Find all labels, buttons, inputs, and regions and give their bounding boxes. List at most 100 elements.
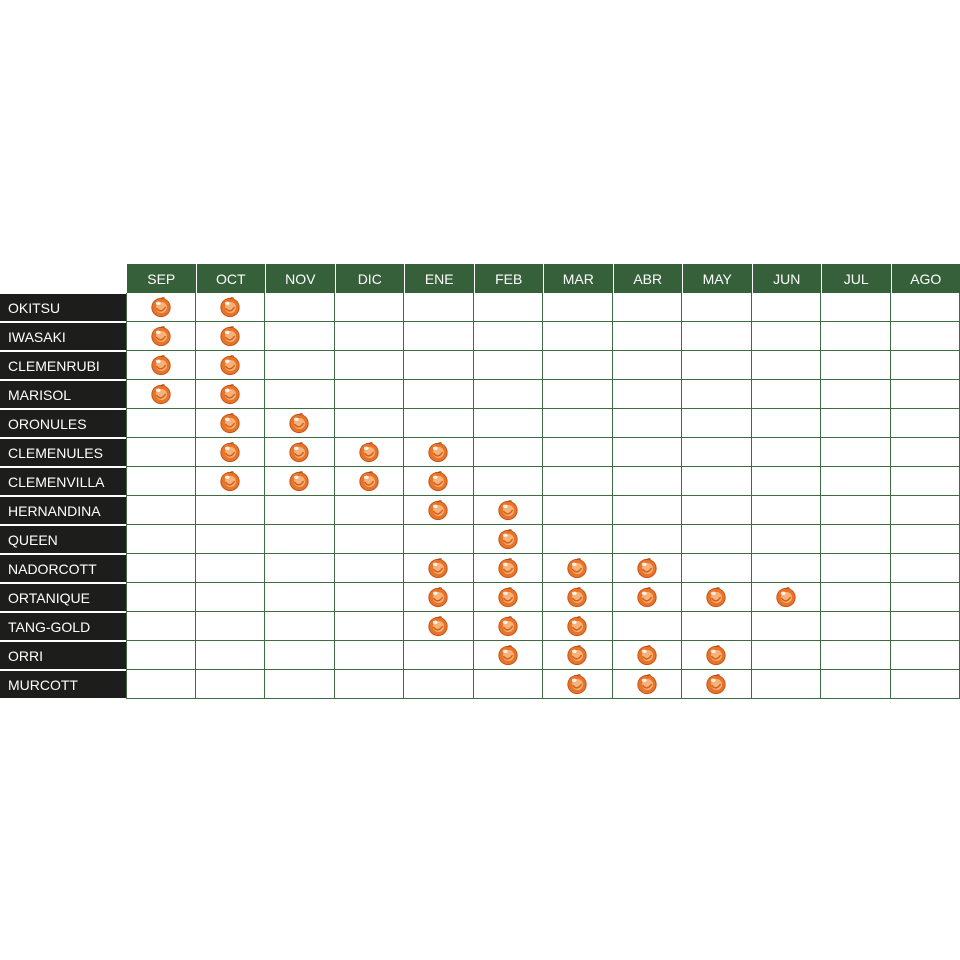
cell-abr: [612, 380, 682, 409]
cell-may: [682, 496, 752, 525]
cell-dic: [334, 583, 404, 612]
cell-nov: [265, 496, 335, 525]
cell-mar: [543, 438, 613, 467]
cell-may: [682, 525, 752, 554]
cell-jun: [751, 438, 821, 467]
cell-dic: [334, 612, 404, 641]
cell-mar: [543, 322, 613, 351]
cell-oct: [195, 409, 265, 438]
cell-dic: [334, 409, 404, 438]
cell-feb: [473, 583, 543, 612]
cell-nov: [265, 554, 335, 583]
cell-feb: [473, 467, 543, 496]
cell-feb: [473, 612, 543, 641]
variety-label: CLEMENRUBI: [0, 351, 126, 380]
mandarin-icon: [498, 645, 518, 666]
cell-mar: [543, 293, 613, 322]
cell-oct: [195, 583, 265, 612]
mandarin-icon: [498, 616, 518, 637]
cell-ene: [404, 554, 474, 583]
cell-ago: [890, 641, 960, 670]
cell-nov: [265, 670, 335, 699]
variety-label: MURCOTT: [0, 670, 126, 699]
cell-ago: [890, 525, 960, 554]
cell-abr: [612, 322, 682, 351]
cell-ago: [890, 554, 960, 583]
cell-feb: [473, 496, 543, 525]
mandarin-icon: [428, 616, 448, 637]
variety-label: NADORCOTT: [0, 554, 126, 583]
mandarin-icon: [151, 355, 171, 376]
cell-sep: [126, 351, 196, 380]
cell-sep: [126, 467, 196, 496]
cell-jul: [821, 641, 891, 670]
cell-jun: [751, 351, 821, 380]
cell-jul: [821, 438, 891, 467]
cell-dic: [334, 467, 404, 496]
cell-ene: [404, 612, 474, 641]
cell-may: [682, 293, 752, 322]
cell-jun: [751, 322, 821, 351]
cell-abr: [612, 496, 682, 525]
cell-dic: [334, 438, 404, 467]
availability-calendar: SEP OCT NOV DIC ENE FEB MAR ABR MAY JUN JUL AGO OKI…: [0, 264, 960, 699]
cell-ene: [404, 670, 474, 699]
variety-label: IWASAKI: [0, 322, 126, 351]
cell-ene: [404, 351, 474, 380]
mandarin-icon: [567, 674, 587, 695]
cell-abr: [612, 467, 682, 496]
month-header-oct: OCT: [195, 264, 265, 293]
cell-mar: [543, 583, 613, 612]
variety-row: OKITSU: [0, 293, 960, 322]
cell-oct: [195, 612, 265, 641]
cell-jul: [821, 612, 891, 641]
cell-jul: [821, 554, 891, 583]
variety-row: MURCOTT: [0, 670, 960, 699]
mandarin-icon: [220, 297, 240, 318]
cell-mar: [543, 641, 613, 670]
mandarin-icon: [637, 645, 657, 666]
cell-jun: [751, 380, 821, 409]
cell-jun: [751, 525, 821, 554]
mandarin-icon: [220, 355, 240, 376]
cell-oct: [195, 293, 265, 322]
cell-nov: [265, 380, 335, 409]
cell-abr: [612, 641, 682, 670]
cell-may: [682, 554, 752, 583]
cell-oct: [195, 380, 265, 409]
cell-ago: [890, 583, 960, 612]
mandarin-icon: [359, 471, 379, 492]
cell-mar: [543, 554, 613, 583]
variety-label: ORTANIQUE: [0, 583, 126, 612]
cell-sep: [126, 670, 196, 699]
mandarin-icon: [498, 587, 518, 608]
month-header-row: SEP OCT NOV DIC ENE FEB MAR ABR MAY JUN JUL AGO: [0, 264, 960, 293]
cell-jun: [751, 641, 821, 670]
mandarin-icon: [637, 587, 657, 608]
cell-ene: [404, 380, 474, 409]
cell-ago: [890, 438, 960, 467]
cell-ene: [404, 525, 474, 554]
variety-label: QUEEN: [0, 525, 126, 554]
month-header-sep: SEP: [126, 264, 196, 293]
cell-sep: [126, 380, 196, 409]
mandarin-icon: [289, 471, 309, 492]
variety-row: IWASAKI: [0, 322, 960, 351]
mandarin-icon: [428, 587, 448, 608]
variety-label: HERNANDINA: [0, 496, 126, 525]
cell-ene: [404, 409, 474, 438]
variety-row: ORRI: [0, 641, 960, 670]
mandarin-icon: [498, 500, 518, 521]
cell-sep: [126, 322, 196, 351]
cell-dic: [334, 322, 404, 351]
cell-jul: [821, 583, 891, 612]
month-header-ene: ENE: [404, 264, 474, 293]
variety-row: NADORCOTT: [0, 554, 960, 583]
cell-jul: [821, 467, 891, 496]
cell-dic: [334, 641, 404, 670]
cell-nov: [265, 641, 335, 670]
cell-nov: [265, 322, 335, 351]
mandarin-icon: [428, 500, 448, 521]
cell-nov: [265, 438, 335, 467]
cell-may: [682, 351, 752, 380]
